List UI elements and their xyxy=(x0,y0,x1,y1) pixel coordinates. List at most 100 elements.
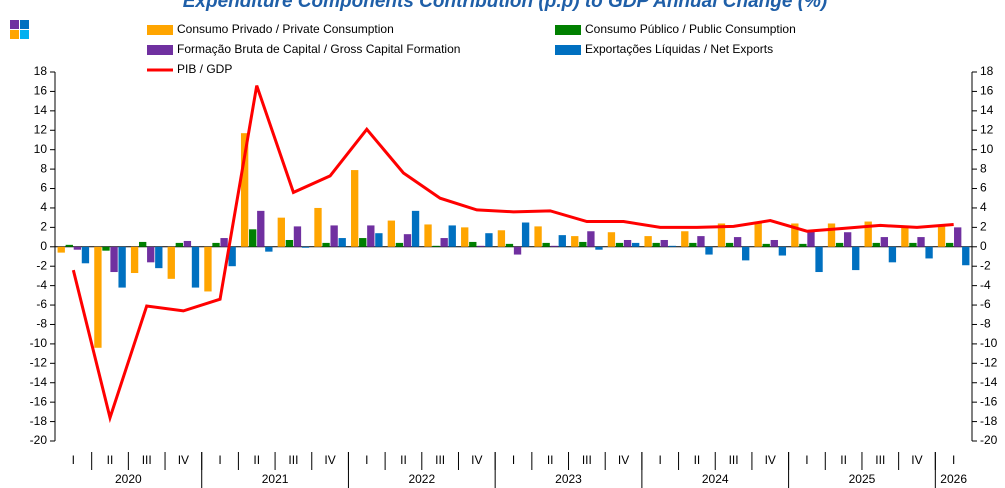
bar xyxy=(631,242,640,247)
y2-tick-label: 8 xyxy=(980,161,987,175)
x-tick-label: II xyxy=(253,453,260,467)
bar xyxy=(301,246,310,248)
bar xyxy=(937,225,946,247)
y-tick-label: -10 xyxy=(30,336,48,350)
y2-tick-label: -6 xyxy=(980,297,991,311)
x-tick-label: IV xyxy=(765,453,776,467)
bar xyxy=(791,223,799,247)
y-tick-label: -18 xyxy=(30,414,48,428)
bar xyxy=(477,245,485,247)
bar xyxy=(962,246,970,266)
y-tick-label: -2 xyxy=(36,258,47,272)
bar xyxy=(681,231,689,247)
legend-swatch xyxy=(555,45,581,55)
bar xyxy=(424,224,432,247)
bar xyxy=(461,227,469,247)
bar xyxy=(558,235,566,247)
bar xyxy=(888,246,897,263)
bar xyxy=(872,242,880,247)
logo xyxy=(10,20,29,39)
y2-tick-label: 14 xyxy=(980,103,994,117)
legend-label: PIB / GDP xyxy=(177,62,232,76)
bar xyxy=(359,238,367,247)
bar xyxy=(175,242,184,247)
bar xyxy=(204,246,212,292)
bar xyxy=(338,238,346,247)
bar xyxy=(485,233,493,247)
y2-tick-label: -20 xyxy=(980,433,998,447)
x-tick-label: IV xyxy=(911,453,922,467)
legend-label: Exportações Líquidas / Net Exports xyxy=(585,42,773,56)
y2-tick-label: 16 xyxy=(980,84,994,98)
y-tick-label: 14 xyxy=(34,103,48,117)
bar xyxy=(799,243,807,247)
bar xyxy=(367,225,375,247)
y2-tick-label: -16 xyxy=(980,394,998,408)
bar xyxy=(778,246,787,256)
bar xyxy=(925,246,933,259)
bar xyxy=(147,246,155,263)
x-tick-label: III xyxy=(435,453,445,467)
bar xyxy=(167,246,175,279)
bar xyxy=(277,217,285,247)
x-tick-label: I xyxy=(218,453,221,467)
year-label: 2023 xyxy=(555,472,582,486)
bar xyxy=(954,227,962,247)
x-tick-label: I xyxy=(805,453,808,467)
bar xyxy=(644,236,652,247)
bar xyxy=(375,233,383,247)
y2-tick-label: 18 xyxy=(980,64,994,78)
bar xyxy=(257,210,265,247)
x-tick-label: II xyxy=(840,453,847,467)
bar xyxy=(607,232,616,247)
bar xyxy=(705,246,713,255)
bar xyxy=(623,239,632,247)
bar xyxy=(660,239,668,247)
bar xyxy=(265,246,273,252)
bar xyxy=(387,220,396,247)
bar xyxy=(469,241,477,247)
bar xyxy=(448,225,456,247)
x-tick-label: III xyxy=(288,453,298,467)
bar xyxy=(807,231,815,247)
bar xyxy=(351,170,359,247)
bar xyxy=(130,246,139,274)
y2-tick-label: -2 xyxy=(980,258,991,272)
bar xyxy=(432,245,440,247)
bar xyxy=(240,133,249,247)
y2-tick-label: 6 xyxy=(980,181,987,195)
bar xyxy=(191,246,200,288)
y-tick-label: 12 xyxy=(34,122,48,136)
bar xyxy=(81,246,90,264)
bar xyxy=(293,226,302,247)
x-tick-label: I xyxy=(952,453,955,467)
year-label: 2026 xyxy=(940,472,967,486)
bar xyxy=(228,246,236,267)
y2-tick-label: -18 xyxy=(980,414,998,428)
bar xyxy=(827,223,836,247)
x-tick-label: III xyxy=(142,453,152,467)
y-tick-label: -14 xyxy=(30,375,48,389)
bar xyxy=(917,237,925,247)
legend-swatch xyxy=(147,25,173,35)
bar xyxy=(835,242,844,247)
x-tick-label: IV xyxy=(324,453,335,467)
legend-swatch xyxy=(555,25,581,35)
bar xyxy=(550,245,558,247)
bar xyxy=(815,246,823,273)
bar xyxy=(725,242,734,247)
legend-label: Consumo Público / Public Consumption xyxy=(585,22,796,36)
bar xyxy=(754,222,762,247)
y-tick-label: 10 xyxy=(34,142,48,156)
bar xyxy=(513,246,522,255)
legend-label: Formação Bruta de Capital / Gross Capita… xyxy=(177,42,460,56)
bar xyxy=(249,229,257,247)
bar xyxy=(220,238,228,247)
bar xyxy=(212,242,220,247)
year-label: 2021 xyxy=(262,472,289,486)
x-tick-label: I xyxy=(512,453,515,467)
y2-tick-label: -10 xyxy=(980,336,998,350)
bar xyxy=(587,231,595,247)
year-label: 2022 xyxy=(408,472,435,486)
y-tick-label: -12 xyxy=(30,355,48,369)
